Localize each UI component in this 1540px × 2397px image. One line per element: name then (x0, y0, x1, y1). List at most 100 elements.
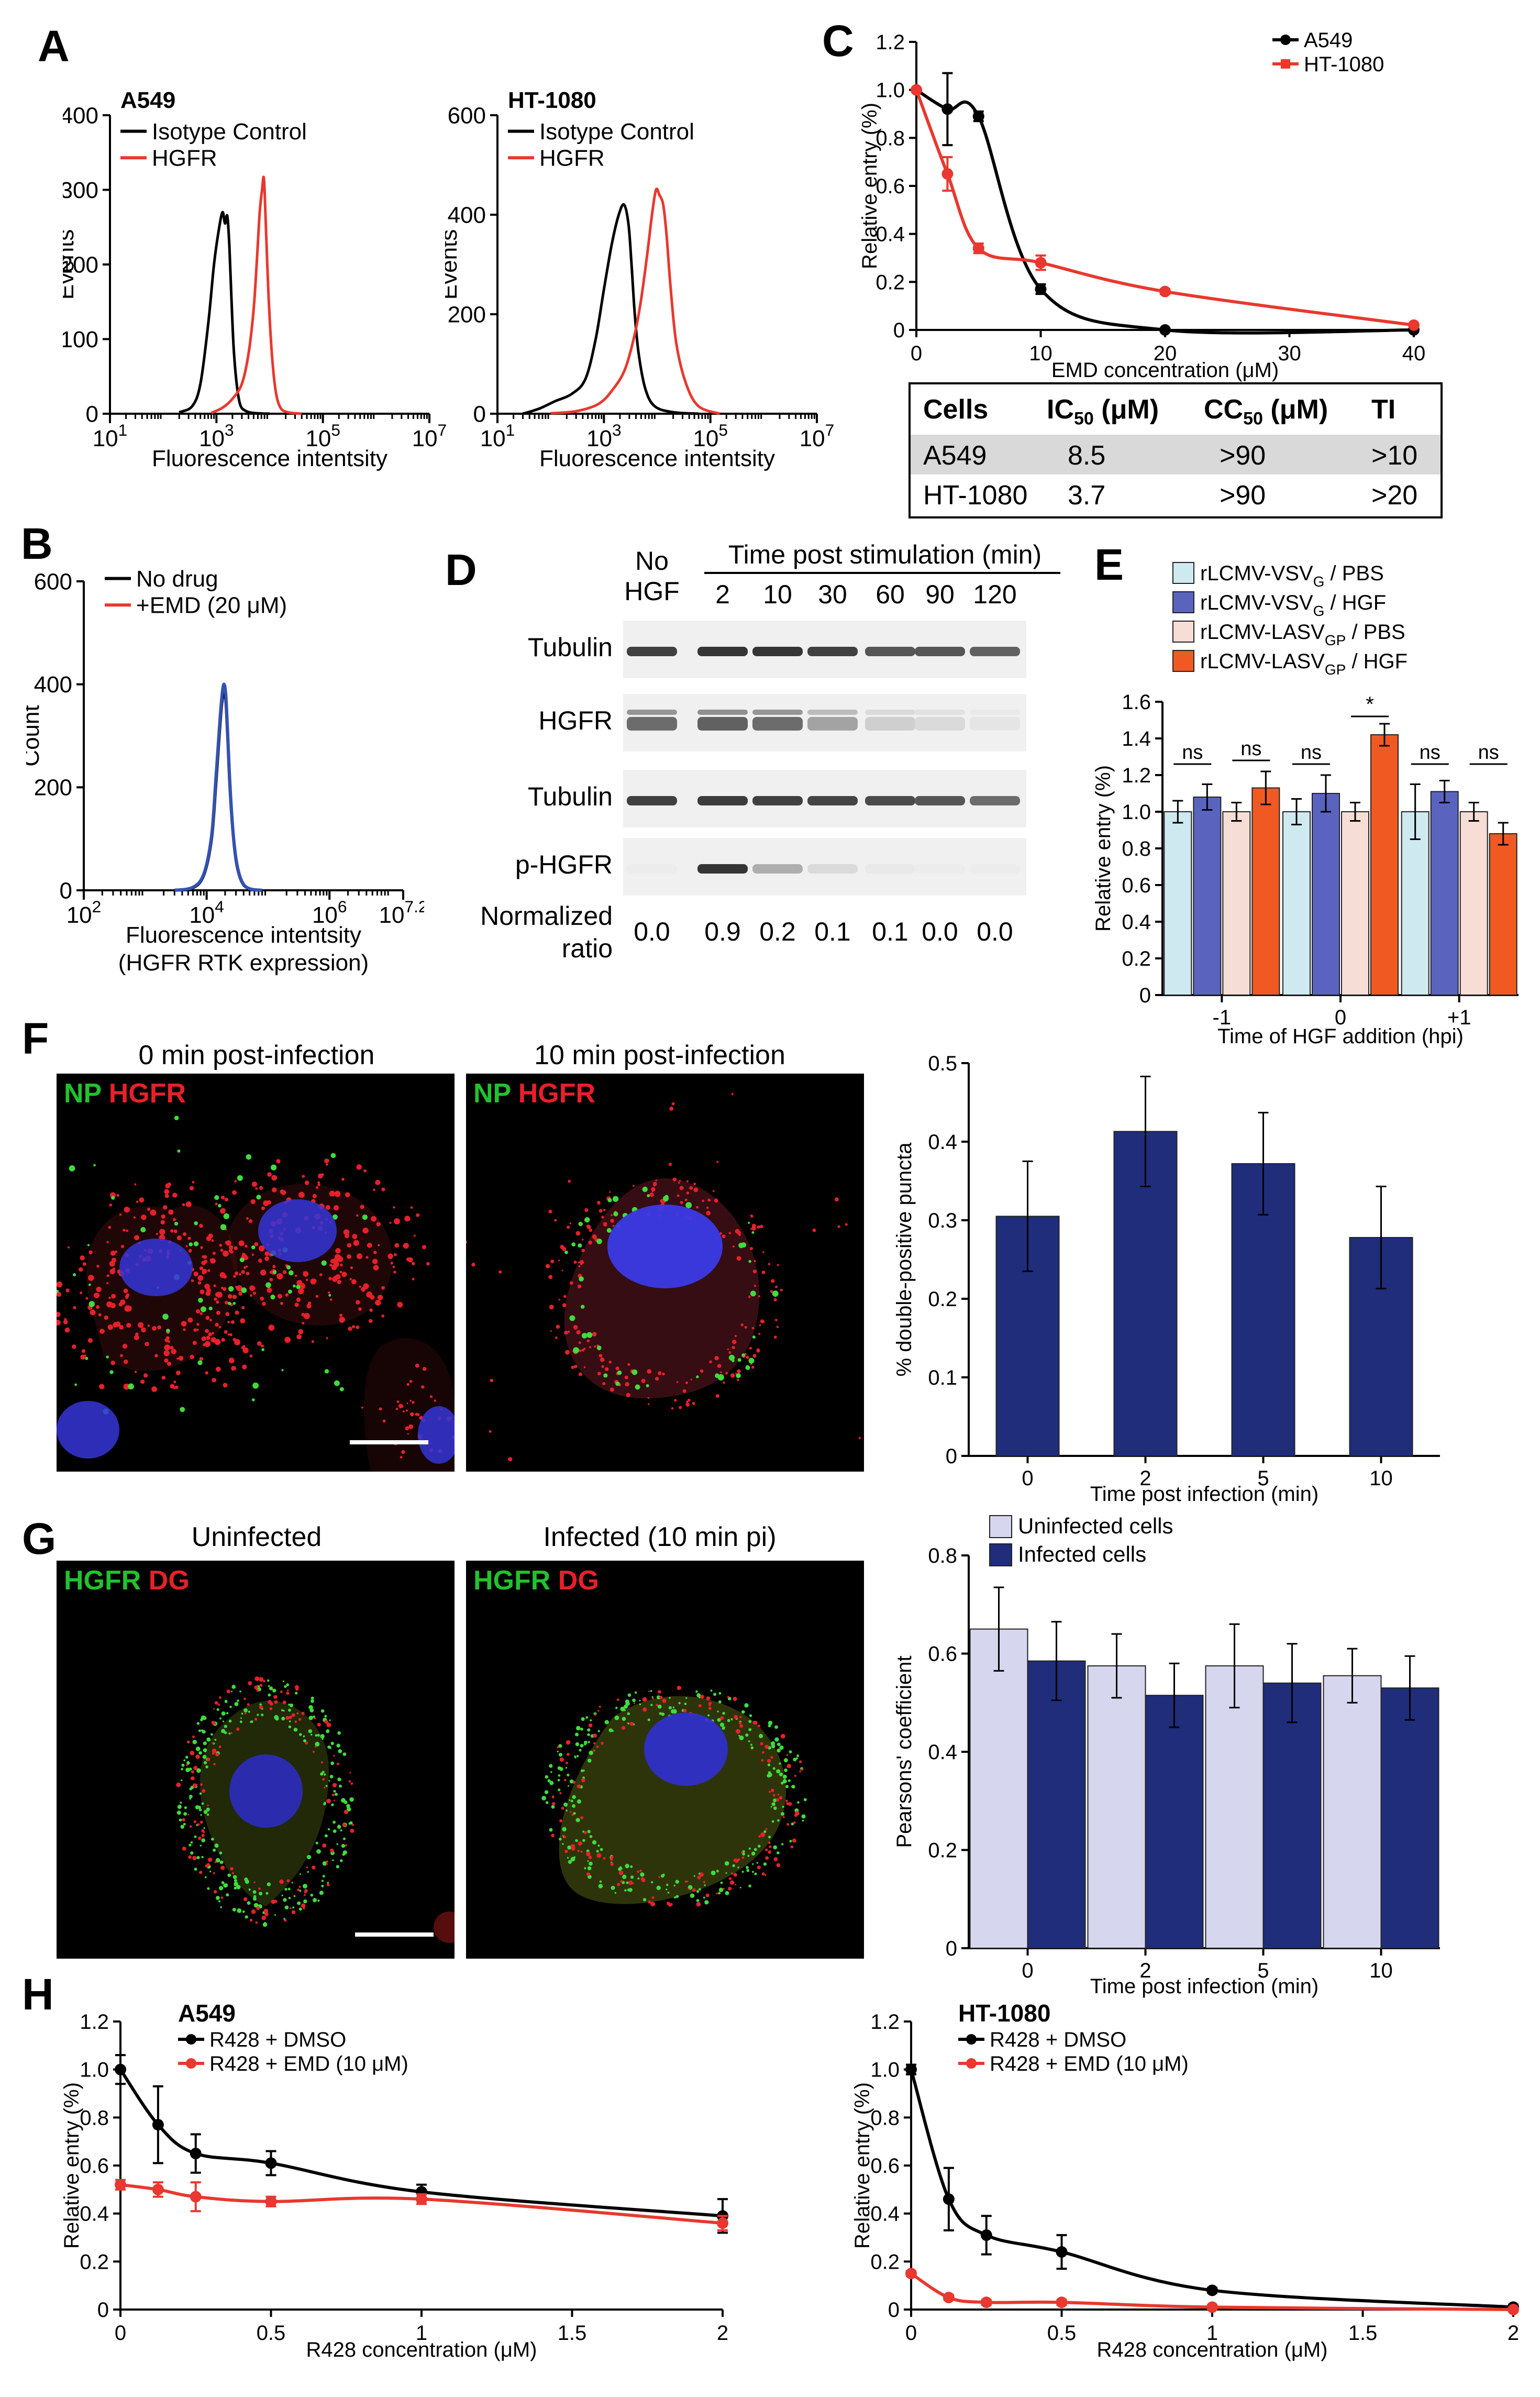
puncta (341, 1843, 346, 1848)
puncta (175, 1371, 181, 1375)
x-tick-label: 102 (67, 897, 102, 928)
puncta (718, 1700, 722, 1704)
puncta (555, 1336, 558, 1339)
puncta (317, 1899, 320, 1902)
puncta (329, 1774, 334, 1779)
puncta (397, 1301, 403, 1308)
puncta (612, 1196, 619, 1202)
y-tick-label: 0 (97, 2299, 109, 2322)
puncta (208, 1857, 213, 1862)
puncta (718, 1892, 721, 1895)
puncta (668, 1904, 671, 1907)
puncta (202, 1268, 207, 1274)
puncta (199, 1266, 204, 1271)
data-point (941, 168, 954, 180)
puncta (735, 1229, 740, 1234)
puncta (541, 1796, 546, 1800)
puncta (204, 1260, 208, 1264)
puncta (733, 1697, 737, 1702)
puncta (220, 1224, 227, 1230)
puncta (406, 1402, 408, 1404)
data-point (943, 2193, 955, 2205)
puncta (254, 1718, 258, 1721)
puncta (339, 1313, 343, 1317)
puncta (678, 1702, 681, 1705)
x-axis-label: Time post infection (min) (1090, 1975, 1319, 1998)
puncta (779, 1745, 784, 1750)
puncta (293, 1284, 296, 1288)
x-axis-label: Fluorescence intentsity (539, 446, 775, 471)
puncta (590, 1719, 592, 1722)
x-tick-label: 20 (1154, 342, 1177, 365)
puncta (773, 1335, 777, 1339)
puncta (206, 1335, 210, 1340)
puncta (330, 1741, 334, 1746)
puncta (231, 1366, 236, 1371)
y-tick-label: 0.1 (928, 1366, 957, 1389)
puncta (164, 1189, 170, 1195)
puncta (398, 1404, 403, 1409)
puncta (296, 1285, 301, 1289)
puncta (152, 1326, 157, 1331)
puncta (566, 1809, 568, 1812)
puncta (604, 1367, 609, 1372)
puncta (259, 1892, 263, 1896)
puncta (581, 1778, 585, 1783)
puncta (719, 1722, 725, 1727)
puncta (109, 1370, 114, 1374)
legend-label: rLCMV-LASVGP / PBS (1200, 621, 1405, 648)
puncta (345, 1192, 350, 1198)
puncta (254, 1242, 259, 1246)
puncta (337, 1777, 341, 1782)
puncta (732, 1864, 735, 1868)
puncta (775, 1285, 778, 1288)
blot-band (627, 864, 677, 874)
puncta (789, 1750, 792, 1754)
puncta (287, 1689, 289, 1692)
puncta (339, 1317, 345, 1323)
puncta (164, 1194, 169, 1198)
puncta (684, 1880, 687, 1883)
puncta (322, 1778, 325, 1781)
puncta (679, 1186, 684, 1190)
puncta (251, 1245, 256, 1250)
puncta (576, 1755, 579, 1758)
puncta (219, 1272, 226, 1278)
puncta (684, 1198, 688, 1201)
puncta (214, 1722, 216, 1725)
puncta (785, 1785, 789, 1788)
x-tick-label: 2 (1139, 1467, 1151, 1490)
puncta (630, 1865, 633, 1868)
puncta (586, 1872, 590, 1876)
puncta (362, 1214, 368, 1220)
puncta (738, 1735, 740, 1737)
x-axis-label-2: (HGFR RTK expression) (118, 950, 369, 976)
puncta (125, 1305, 132, 1312)
puncta (748, 1357, 755, 1364)
puncta (190, 1354, 194, 1360)
puncta (625, 1382, 629, 1387)
puncta (761, 1872, 765, 1876)
data-point (941, 103, 954, 115)
puncta (223, 1250, 229, 1257)
puncta (221, 1729, 226, 1733)
puncta (650, 1689, 652, 1692)
puncta (327, 1291, 330, 1294)
puncta (572, 1795, 576, 1799)
puncta (57, 1291, 62, 1297)
blot-band (697, 710, 748, 715)
legend-label: No drug (136, 566, 218, 592)
puncta (737, 1369, 741, 1374)
puncta (751, 1851, 756, 1856)
puncta (182, 1232, 187, 1236)
data-point (190, 2191, 202, 2203)
puncta (294, 1720, 297, 1723)
puncta (119, 1213, 121, 1216)
puncta (282, 1700, 286, 1705)
y-tick-label: 1.2 (80, 2011, 109, 2034)
y-tick-label: 0.4 (870, 2203, 900, 2226)
puncta (351, 1824, 354, 1826)
puncta (611, 1885, 615, 1890)
